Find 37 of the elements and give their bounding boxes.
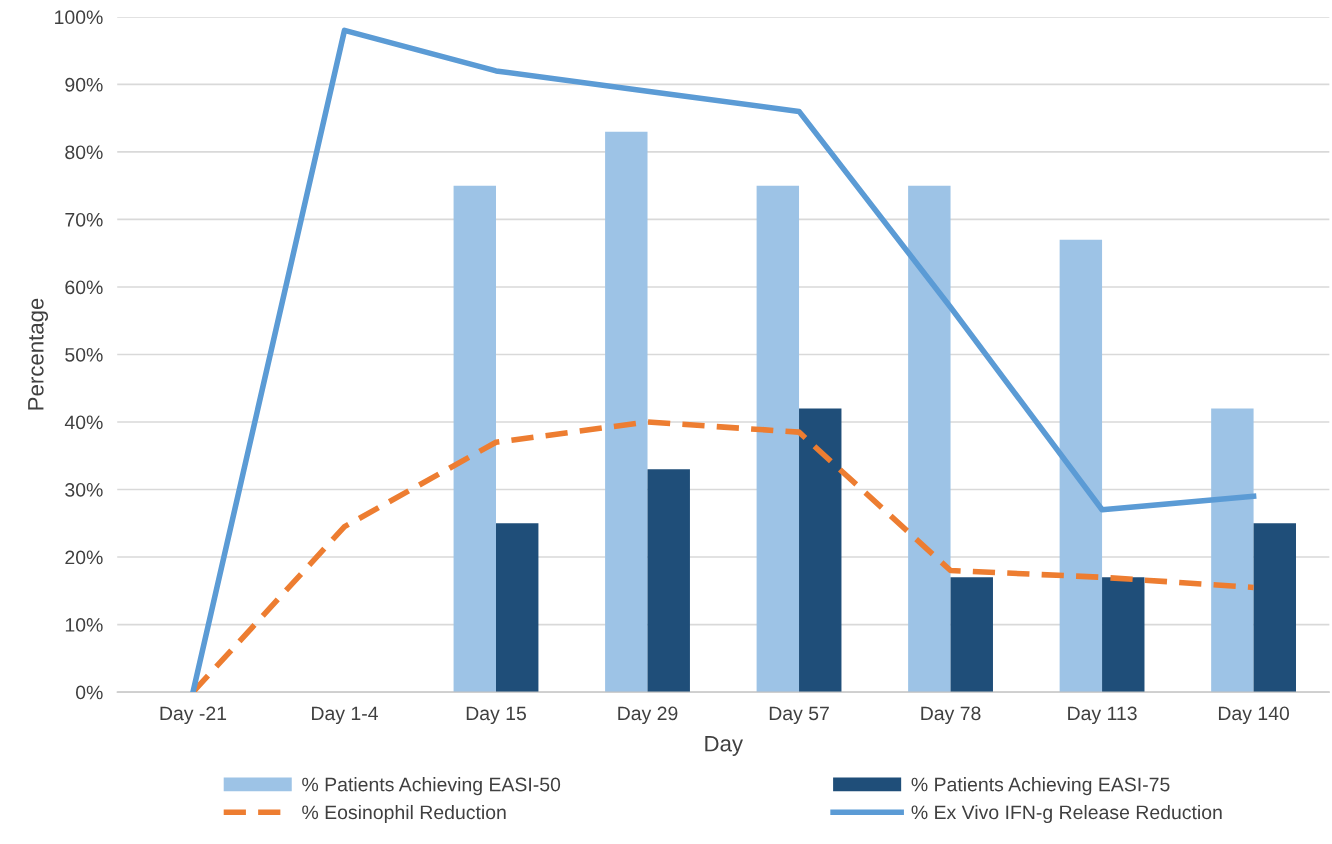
bar: [1059, 239, 1103, 693]
x-tick-label: Day 15: [466, 706, 526, 725]
x-tick-label: Day 113: [1068, 706, 1137, 725]
x-axis-title: Day: [705, 736, 743, 756]
y-tick-label: 30%: [65, 482, 103, 497]
y-tick-label: 60%: [65, 280, 103, 295]
bar: [1253, 523, 1296, 693]
y-tick-label: 0%: [75, 685, 103, 700]
y-tick-label: 40%: [64, 415, 103, 430]
legend-label: % Ex Vivo IFN-g Release Reduction: [911, 804, 1222, 824]
bar: [1102, 577, 1145, 693]
y-tick-label: 90%: [65, 77, 103, 92]
x-tick-label: Day 29: [618, 706, 678, 725]
bar: [496, 523, 539, 693]
bar: [605, 131, 648, 693]
bar: [453, 185, 496, 693]
x-tick-label: Day 140: [1218, 706, 1290, 725]
bar: [950, 577, 993, 693]
x-tick-label: Day 57: [769, 706, 829, 725]
legend-label: % Patients Achieving EASI-75: [911, 777, 1170, 796]
legend-label: % Eosinophil Reduction: [302, 804, 506, 824]
bar: [1211, 408, 1254, 693]
y-tick-label: 100%: [55, 10, 103, 25]
y-tick-label: 70%: [65, 212, 103, 227]
bar: [647, 469, 690, 693]
y-tick-label: 20%: [65, 550, 103, 565]
legend-label: % Patients Achieving EASI-50: [302, 777, 561, 796]
x-tick-label: Day 78: [921, 706, 981, 725]
bar: [756, 185, 800, 693]
bar: [799, 408, 842, 693]
x-tick-label: Day 1-4: [312, 706, 378, 725]
bar: [908, 185, 951, 693]
y-tick-label: 10%: [65, 618, 103, 632]
y-axis-title: Percentage: [28, 298, 49, 410]
y-tick-label: 50%: [65, 347, 103, 362]
y-tick-label: 80%: [65, 145, 103, 160]
x-tick-label: Day -21: [160, 706, 227, 725]
